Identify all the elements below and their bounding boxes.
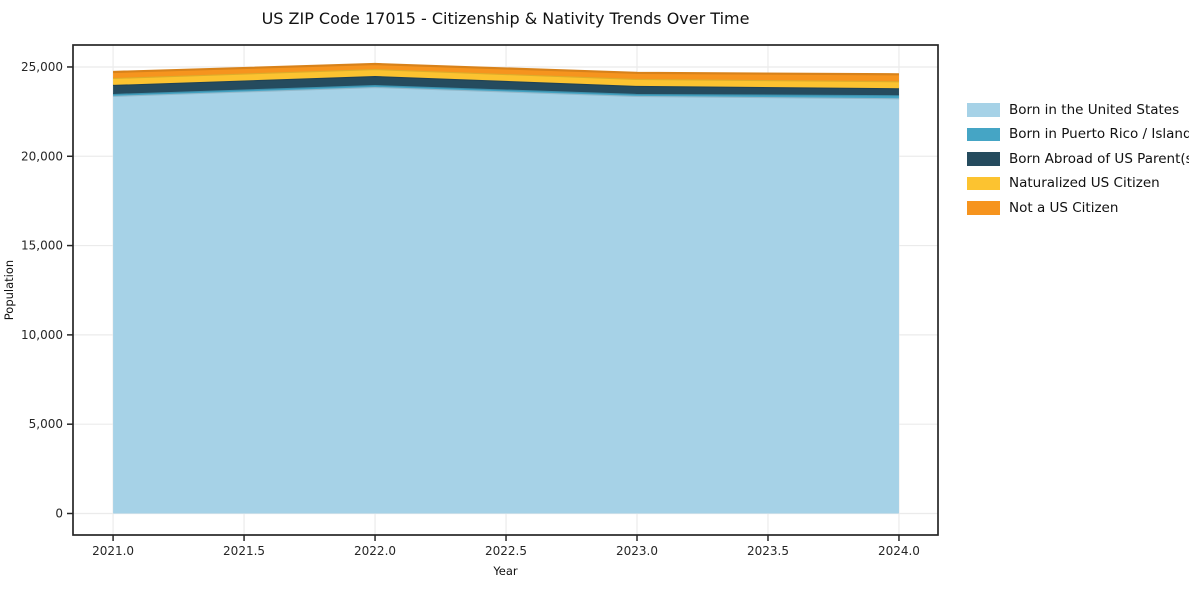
legend-label: Born in the United States [1009, 101, 1180, 118]
x-tick-label: 2022.0 [354, 544, 396, 558]
legend-label: Born Abroad of US Parent(s) [1009, 150, 1189, 167]
y-tick-label: 25,000 [21, 60, 63, 74]
y-tick-label: 15,000 [21, 239, 63, 253]
y-tick-label: 0 [55, 506, 63, 520]
x-tick-label: 2021.0 [92, 544, 134, 558]
chart-title: US ZIP Code 17015 - Citizenship & Nativi… [261, 9, 750, 28]
legend-swatch-icon [967, 176, 1000, 190]
x-axis-label: Year [493, 564, 518, 578]
legend-label: Born in Puerto Rico / Islands [1009, 126, 1189, 143]
area-series [113, 69, 899, 89]
legend-item: Not a US Citizen [967, 199, 1189, 216]
x-tick-label: 2024.0 [878, 544, 920, 558]
x-tick-label: 2021.5 [223, 544, 265, 558]
legend-swatch-icon [967, 201, 1000, 215]
y-tick-label: 20,000 [21, 149, 63, 163]
legend-item: Born in Puerto Rico / Islands [967, 126, 1189, 143]
legend: Born in the United States Born in Puerto … [967, 101, 1189, 216]
legend-item: Born in the United States [967, 101, 1189, 118]
x-tick-label: 2023.0 [616, 544, 658, 558]
y-tick-label: 5,000 [29, 417, 63, 431]
y-axis-label: Population [2, 259, 16, 321]
legend-label: Not a US Citizen [1009, 199, 1119, 216]
area-series [113, 64, 899, 82]
y-tick-label: 10,000 [21, 328, 63, 342]
legend-swatch-icon [967, 152, 1000, 166]
area-series-edge [113, 62, 899, 76]
area-series-edge [113, 83, 899, 97]
legend-label: Naturalized US Citizen [1009, 175, 1160, 192]
x-tick-label: 2022.5 [485, 544, 527, 558]
legend-swatch-icon [967, 103, 1000, 117]
area-series [113, 86, 899, 514]
legend-item: Naturalized US Citizen [967, 175, 1189, 192]
x-tick-label: 2023.5 [747, 544, 789, 558]
legend-item: Born Abroad of US Parent(s) [967, 150, 1189, 167]
legend-swatch-icon [967, 127, 1000, 141]
area-series [113, 75, 899, 96]
